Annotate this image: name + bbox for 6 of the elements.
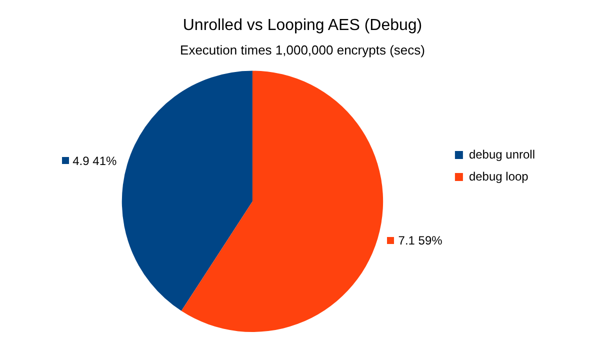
data-label: 4.9 41%: [72, 154, 117, 168]
legend-label: debug unroll: [468, 147, 536, 162]
chart-title: Unrolled vs Looping AES (Debug): [182, 17, 422, 34]
data-label: 7.1 59%: [398, 234, 443, 248]
legend-label: debug loop: [468, 169, 529, 184]
chart-subtitle: Execution times 1,000,000 encrypts (secs): [180, 42, 425, 58]
